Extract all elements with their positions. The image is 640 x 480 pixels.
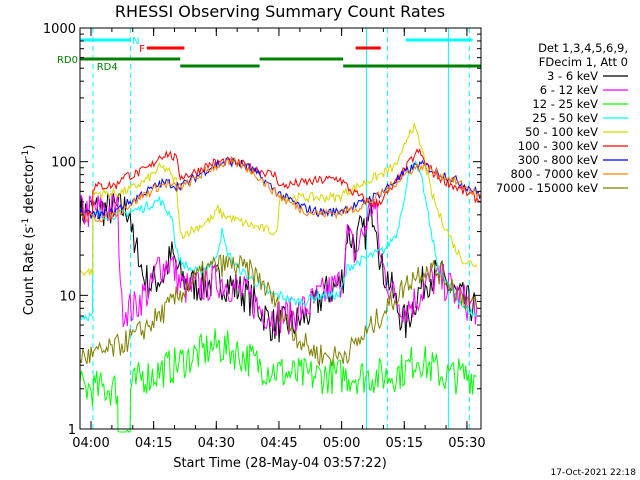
axis-ticks: 04:00 04:15 04:30 04:45 05:00 05:15 05:30 1 10 10… <box>43 22 486 451</box>
y-tick-label: 100 <box>51 156 76 171</box>
legend: Det 1,3,4,5,6,9, FDecim 1, Att 0 3 - 6 k… <box>496 41 628 195</box>
flag-layer: NF RD0 RD4 <box>57 36 481 73</box>
legend-label-1: 3 - 6 keV <box>547 69 598 83</box>
y-tick-label: 10 <box>59 289 76 304</box>
series-line-3 <box>79 328 477 433</box>
series-line-8 <box>79 156 482 223</box>
legend-label-2: 6 - 12 keV <box>540 83 598 97</box>
series-line-6 <box>79 148 482 217</box>
legend-label-6: 100 - 300 keV <box>518 139 598 153</box>
legend-label-9: 7000 - 15000 keV <box>496 181 598 195</box>
x-tick-label: 05:15 <box>386 436 423 451</box>
flag-label-rd4: RD4 <box>97 62 118 73</box>
x-axis-label: Start Time (28-May-04 03:57:22) <box>173 456 387 471</box>
flag-label-f: F <box>139 44 145 55</box>
flag-label-n: N <box>132 36 139 47</box>
x-tick-label: 04:30 <box>198 436 235 451</box>
legend-header-line-2: FDecim 1, Att 0 <box>539 55 628 69</box>
legend-label-8: 800 - 7000 keV <box>510 167 598 181</box>
legend-label-4: 25 - 50 keV <box>532 111 598 125</box>
legend-label-7: 300 - 800 keV <box>518 153 598 167</box>
x-tick-label: 05:30 <box>448 436 485 451</box>
chart-title: RHESSI Observing Summary Count Rates <box>115 2 445 21</box>
series-line-5 <box>79 122 478 277</box>
series-line-7 <box>79 157 482 220</box>
legend-label-5: 50 - 100 keV <box>525 125 598 139</box>
legend-header-line-1: Det 1,3,4,5,6,9, <box>538 41 628 55</box>
legend-label-3: 12 - 25 keV <box>532 97 598 111</box>
plot-frame <box>79 27 482 430</box>
series-layer <box>79 122 482 433</box>
flag-label-rd0: RD0 <box>57 55 78 66</box>
series-line-1 <box>79 193 478 343</box>
footer-timestamp: 17-Oct-2021 22:18 <box>551 468 637 478</box>
x-tick-label: 04:00 <box>72 436 109 451</box>
series-line-9 <box>79 254 478 367</box>
x-tick-label: 04:15 <box>135 436 172 451</box>
y-tick-label: 1 <box>68 423 76 438</box>
x-tick-label: 04:45 <box>260 436 297 451</box>
x-tick-label: 05:00 <box>323 436 360 451</box>
y-tick-label: 1000 <box>43 22 76 37</box>
y-axis-label: Count Rate (s-1 detector-1) <box>21 145 37 316</box>
